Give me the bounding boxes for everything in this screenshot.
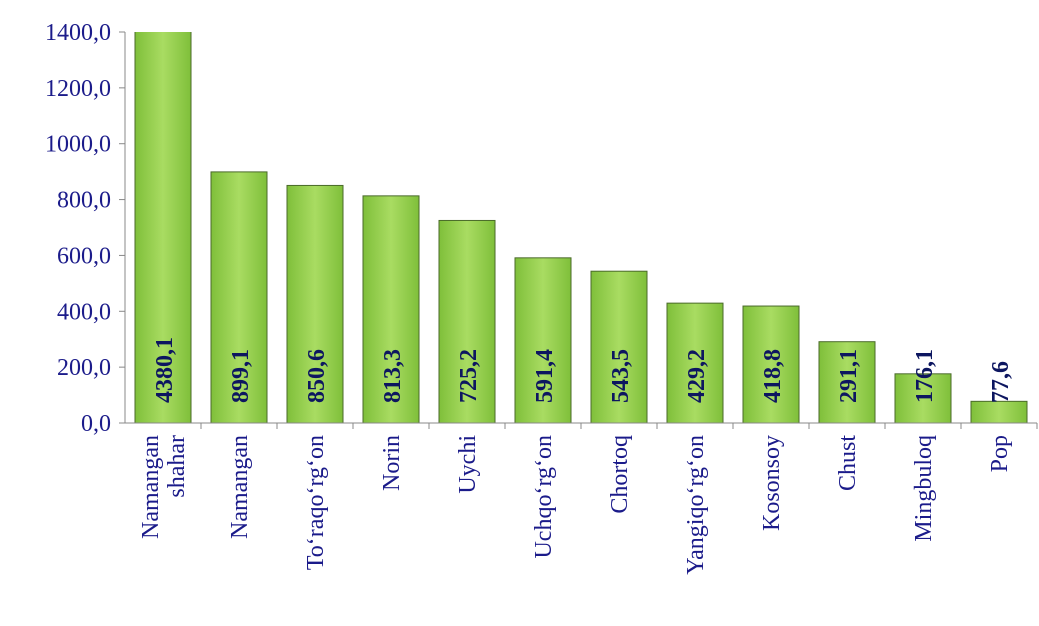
y-tick-label: 0,0 xyxy=(81,411,111,437)
x-tick-label: Uychi xyxy=(455,435,481,494)
x-tick-label: Uchqo‘rg‘on xyxy=(531,435,557,559)
x-tick-label: Norin xyxy=(379,435,405,491)
value-label: 418,8 xyxy=(760,349,786,403)
y-tick-label: 1000,0 xyxy=(45,132,111,158)
y-tick-label: 1400,0 xyxy=(45,20,111,46)
bar xyxy=(590,270,648,424)
value-label: 725,2 xyxy=(456,349,482,403)
value-label: 543,5 xyxy=(608,349,634,403)
bar xyxy=(818,341,876,424)
value-label: 429,2 xyxy=(684,349,710,403)
value-label: 899,1 xyxy=(228,349,254,403)
value-label: 850,6 xyxy=(304,349,330,403)
value-label: 176,1 xyxy=(912,349,938,403)
x-tick-label: Namangan xyxy=(227,435,253,539)
x-tick-label: Pop xyxy=(987,435,1013,472)
x-tick-label: Kosonsoy xyxy=(759,435,785,531)
y-tick-label: 200,0 xyxy=(57,355,111,381)
plot-area xyxy=(134,32,1028,424)
x-tick-label: Yangiqo‘rg‘on xyxy=(683,435,709,575)
bar xyxy=(894,373,952,424)
value-label: 813,3 xyxy=(380,349,406,403)
bar xyxy=(210,171,268,424)
value-label: 4380,1 xyxy=(152,337,178,403)
x-tick-label: To‘raqo‘rg‘on xyxy=(303,435,329,570)
bar xyxy=(514,257,572,424)
y-tick-label: 1200,0 xyxy=(45,76,111,102)
y-tick-label: 600,0 xyxy=(57,243,111,269)
y-tick-label: 800,0 xyxy=(57,188,111,214)
value-label: 591,4 xyxy=(532,349,558,403)
x-tick-label: Chust xyxy=(835,435,861,491)
bar xyxy=(970,400,1028,424)
y-tick-label: 400,0 xyxy=(57,299,111,325)
x-tick-label: Mingbuloq xyxy=(911,435,937,542)
value-label: 291,1 xyxy=(836,349,862,403)
value-label: 77,6 xyxy=(988,361,1014,403)
bar xyxy=(438,219,496,424)
bar xyxy=(362,195,420,424)
x-tick-label: Namanganshahar xyxy=(138,435,190,539)
x-tick-label: Chortoq xyxy=(607,435,633,514)
bar xyxy=(286,184,344,424)
